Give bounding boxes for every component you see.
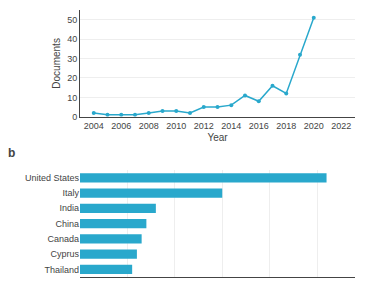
svg-text:2008: 2008 [139,121,159,131]
svg-text:2018: 2018 [276,121,296,131]
svg-text:2004: 2004 [84,121,104,131]
svg-text:Italy: Italy [62,188,79,198]
svg-text:2012: 2012 [194,121,214,131]
svg-text:20: 20 [67,73,77,83]
svg-text:Canada: Canada [47,234,79,244]
svg-text:Cyprus: Cyprus [50,249,79,259]
svg-text:India: India [59,203,79,213]
svg-text:United States: United States [25,173,80,183]
svg-text:40: 40 [67,34,77,44]
svg-text:Thailand: Thailand [44,265,79,275]
svg-text:Year: Year [207,132,228,143]
svg-text:30: 30 [67,54,77,64]
svg-text:2022: 2022 [331,121,351,131]
svg-text:2006: 2006 [111,121,131,131]
svg-text:b: b [8,146,15,160]
svg-text:0: 0 [72,112,77,122]
svg-text:2016: 2016 [249,121,269,131]
svg-text:2010: 2010 [166,121,186,131]
svg-text:10: 10 [67,93,77,103]
svg-text:2020: 2020 [304,121,324,131]
svg-text:China: China [55,219,79,229]
svg-text:2014: 2014 [221,121,241,131]
svg-text:Documents: Documents [51,38,62,89]
svg-text:50: 50 [67,15,77,25]
